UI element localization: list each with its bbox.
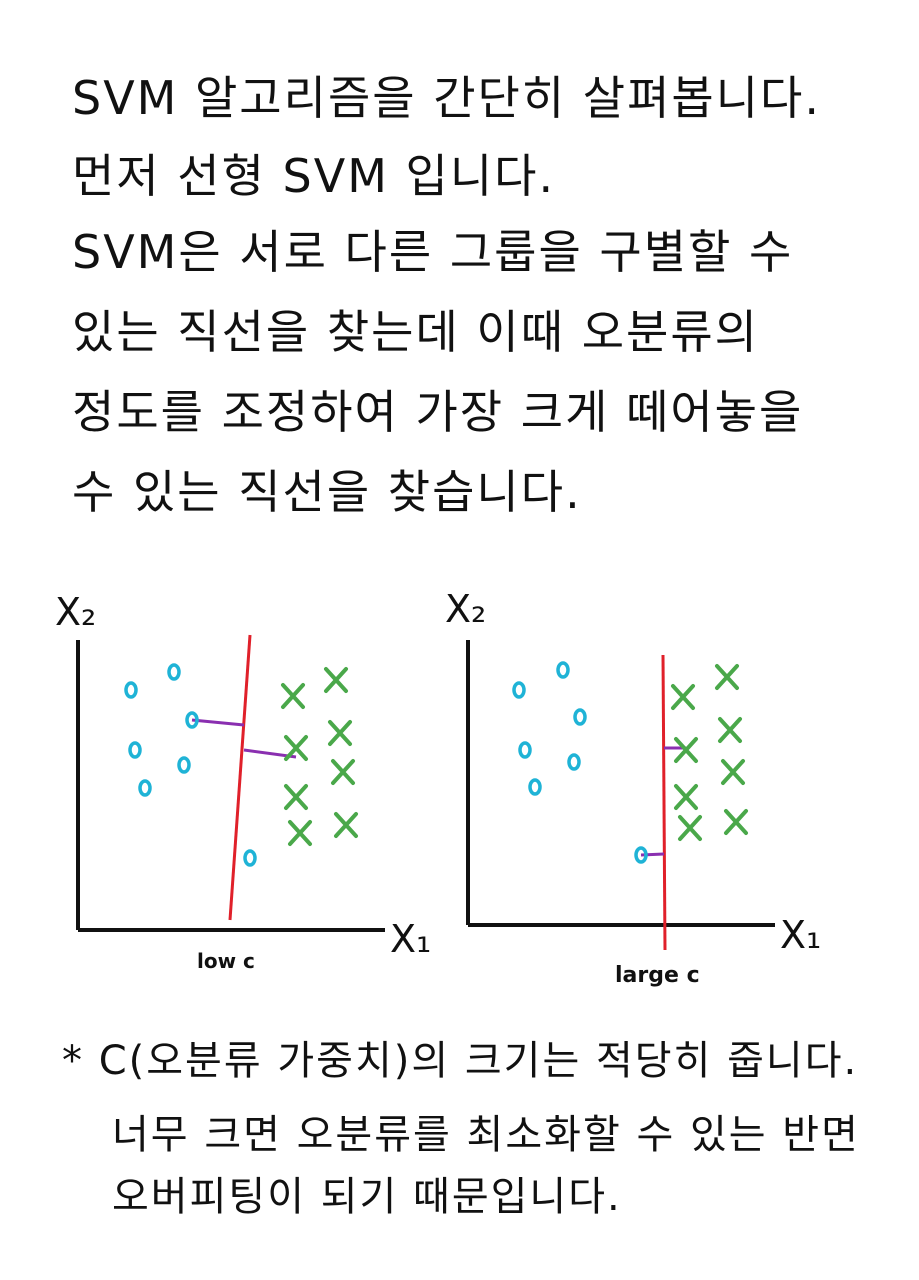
y-axis-label: X₂ — [55, 590, 96, 634]
circle-point — [528, 778, 542, 796]
cross-point — [674, 784, 698, 810]
cross-point — [678, 815, 702, 841]
intro-line-1: SVM 알고리즘을 간단히 살펴봅니다. — [72, 71, 822, 125]
y-axis-label: X₂ — [445, 587, 486, 631]
note-line-3: 오버피팅이 되기 때문입니다. — [112, 1174, 622, 1220]
cross-point — [288, 820, 312, 846]
cross-point — [331, 759, 355, 785]
circle-point — [634, 846, 648, 864]
cross-point — [718, 717, 742, 743]
circle-point — [138, 779, 152, 797]
cross-point — [674, 737, 698, 763]
intro-line-6: 수 있는 직선을 찾습니다. — [72, 465, 582, 519]
diagram-low-c: X₂ X₁ low c — [55, 590, 431, 973]
intro-line-3: SVM은 서로 다른 그룹을 구별할 수 — [72, 225, 794, 279]
circle-point — [243, 849, 257, 867]
cross-point — [715, 664, 739, 690]
circle-point — [177, 756, 191, 774]
cross-point — [284, 735, 308, 761]
cross-point — [334, 812, 358, 838]
cross-point — [324, 667, 348, 693]
circle-point — [128, 741, 142, 759]
cross-point — [671, 684, 695, 710]
intro-line-2: 먼저 선형 SVM 입니다. — [72, 149, 556, 203]
cross-point — [281, 683, 305, 709]
circle-point — [556, 661, 570, 679]
decision-boundary — [661, 654, 667, 951]
circle-point — [167, 663, 181, 681]
note-line-1: * C(오분류 가중치)의 크기는 적당히 줍니다. — [62, 1038, 859, 1084]
decision-boundary — [228, 634, 252, 921]
caption: large c — [615, 963, 700, 988]
cross-point — [328, 720, 352, 746]
cross-point — [284, 784, 308, 810]
x-axis-label: X₁ — [780, 913, 821, 957]
diagram-large-c: X₂ X₁ large c — [445, 587, 821, 988]
note-line-2: 너무 크면 오분류를 최소화할 수 있는 반면 — [112, 1112, 860, 1158]
circle-point — [573, 708, 587, 726]
intro-line-5: 정도를 조정하여 가장 크게 떼어놓을 — [72, 385, 804, 439]
caption: low c — [197, 949, 255, 973]
circle-point — [567, 753, 581, 771]
circle-point — [518, 741, 532, 759]
intro-line-4: 있는 직선을 찾는데 이때 오분류의 — [72, 305, 759, 359]
cross-point — [721, 759, 745, 785]
circle-point — [185, 711, 199, 729]
x-axis-label: X₁ — [390, 917, 431, 961]
cross-point — [724, 809, 748, 835]
circle-point — [124, 681, 138, 699]
margin-line — [191, 718, 245, 727]
circle-point — [512, 681, 526, 699]
